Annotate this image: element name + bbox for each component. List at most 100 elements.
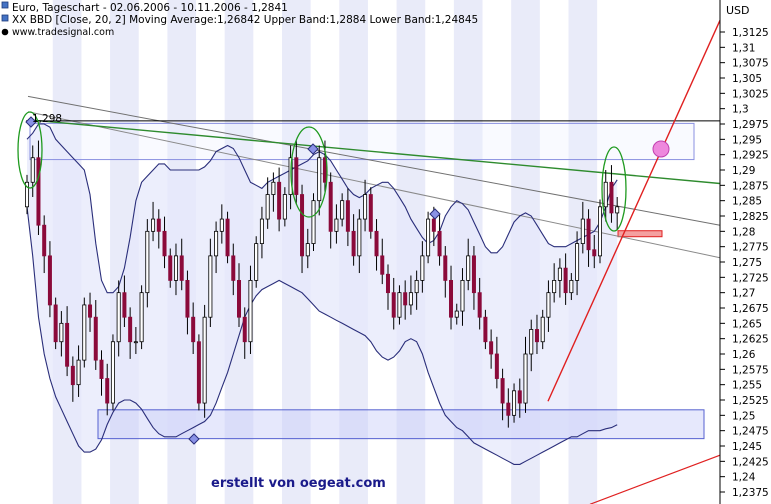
candle-up bbox=[259, 218, 264, 244]
candle-up bbox=[598, 206, 603, 257]
candle-up bbox=[59, 322, 64, 343]
candle-up bbox=[145, 230, 150, 294]
candle-down bbox=[592, 249, 597, 257]
source-label: www.tradesignal.com bbox=[12, 27, 114, 38]
y-tick-label: 1,27 bbox=[732, 288, 755, 300]
candle-up bbox=[214, 230, 219, 257]
bollinger-bands bbox=[26, 123, 618, 465]
candle-up bbox=[414, 279, 419, 294]
red-uptrend-line bbox=[547, 20, 721, 402]
candle-up bbox=[110, 341, 115, 404]
candle-up bbox=[454, 310, 459, 318]
y-tick-label: 1,28 bbox=[732, 226, 755, 238]
y-tick-label: 1,2925 bbox=[732, 150, 769, 162]
y-tick-label: 1,265 bbox=[732, 318, 762, 330]
candle-up bbox=[24, 181, 29, 208]
y-axis-unit: USD bbox=[726, 4, 750, 17]
candle-down bbox=[300, 194, 305, 257]
candle-up bbox=[420, 255, 425, 281]
lower-band-line bbox=[26, 206, 618, 465]
candle-up bbox=[151, 218, 156, 232]
support-zone bbox=[97, 409, 705, 440]
y-tick-label: 1,2375 bbox=[732, 487, 769, 499]
y-tick-label: 1,2625 bbox=[732, 334, 769, 346]
candle-down bbox=[122, 292, 127, 318]
candle-up bbox=[466, 255, 471, 281]
candle-down bbox=[294, 157, 299, 195]
indicator-icon bbox=[1, 14, 9, 22]
candle-down bbox=[506, 402, 511, 416]
y-tick-label: 1,3125 bbox=[732, 27, 769, 39]
candle-up bbox=[540, 316, 545, 343]
candle-up bbox=[546, 292, 551, 318]
candle-up bbox=[580, 218, 585, 244]
target-marker bbox=[617, 230, 663, 238]
y-tick-label: 1,275 bbox=[732, 257, 762, 269]
candle-up bbox=[363, 194, 368, 220]
candle-down bbox=[93, 316, 98, 361]
candle-up bbox=[265, 194, 270, 220]
diamond-marker bbox=[188, 433, 200, 445]
candle-up bbox=[271, 181, 276, 195]
y-tick-label: 1,25 bbox=[732, 410, 755, 422]
y-tick-label: 1,295 bbox=[732, 134, 762, 146]
diamond-marker bbox=[25, 116, 37, 128]
candle-up bbox=[254, 243, 259, 281]
candle-up bbox=[334, 218, 339, 232]
candle-up bbox=[116, 292, 121, 343]
candle-down bbox=[168, 255, 173, 281]
y-tick-label: 1,305 bbox=[732, 73, 762, 85]
candle-down bbox=[128, 316, 133, 343]
target-circle-marker bbox=[652, 140, 670, 158]
candle-down bbox=[242, 316, 247, 343]
candle-up bbox=[340, 200, 345, 220]
y-tick-label: 1,2475 bbox=[732, 426, 769, 438]
candle-down bbox=[489, 341, 494, 355]
y-tick-label: 1,3 bbox=[732, 104, 749, 116]
candle-down bbox=[517, 390, 522, 404]
candle-down bbox=[53, 304, 58, 343]
candle-down bbox=[494, 353, 499, 379]
candle-up bbox=[575, 243, 580, 281]
candle-down bbox=[471, 255, 476, 294]
candle-down bbox=[70, 365, 75, 386]
y-tick-label: 1,2675 bbox=[732, 303, 769, 315]
y-tick-label: 1,2975 bbox=[732, 119, 769, 131]
candle-down bbox=[443, 255, 448, 281]
candle-down bbox=[225, 218, 230, 257]
candle-down bbox=[609, 181, 614, 214]
candle-down bbox=[380, 255, 385, 275]
candle-down bbox=[162, 230, 167, 257]
candle-up bbox=[460, 279, 465, 312]
candle-down bbox=[534, 329, 539, 343]
candle-down bbox=[179, 255, 184, 281]
candle-down bbox=[563, 267, 568, 294]
candle-down bbox=[185, 279, 190, 318]
band-area bbox=[27, 124, 618, 465]
y-tick-label: 1,2875 bbox=[732, 180, 769, 192]
candle-up bbox=[552, 279, 557, 294]
y-tick-label: 1,2425 bbox=[732, 456, 769, 468]
candle-down bbox=[351, 230, 356, 257]
candle-up bbox=[408, 292, 413, 306]
y-tick-label: 1,255 bbox=[732, 380, 762, 392]
candle-down bbox=[385, 273, 390, 294]
candle-up bbox=[219, 218, 224, 232]
candle-down bbox=[431, 218, 436, 232]
candle-up bbox=[523, 353, 528, 404]
y-tick-label: 1,29 bbox=[732, 165, 755, 177]
candle-down bbox=[328, 181, 333, 232]
candle-down bbox=[277, 181, 282, 220]
candle-up bbox=[357, 218, 362, 257]
candle-down bbox=[374, 230, 379, 257]
candle-up bbox=[208, 255, 213, 318]
candle-down bbox=[191, 316, 196, 343]
y-tick-label: 1,3025 bbox=[732, 88, 769, 100]
candle-down bbox=[88, 304, 93, 318]
candle-down bbox=[586, 218, 591, 251]
candle-down bbox=[449, 279, 454, 318]
candle-down bbox=[42, 224, 47, 257]
y-tick-label: 1,24 bbox=[732, 472, 756, 484]
candle-down bbox=[345, 200, 350, 232]
